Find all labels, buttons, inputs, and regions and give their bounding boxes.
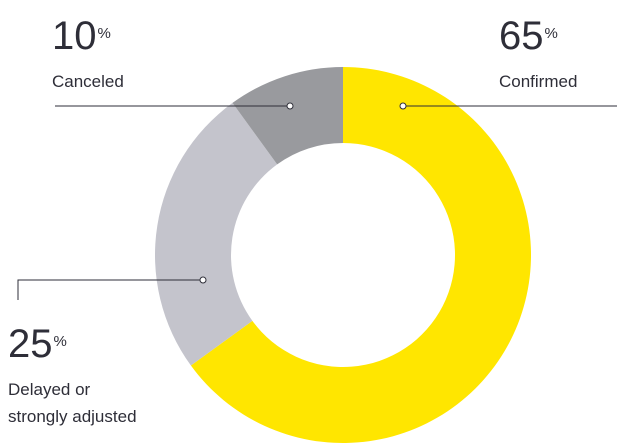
value-number: 10	[52, 14, 97, 58]
value-number: 25	[8, 322, 53, 366]
category-label: Delayed or strongly adjusted	[8, 380, 137, 426]
leader-dot	[399, 102, 407, 110]
donut-segment	[155, 102, 278, 366]
value-unit: %	[53, 333, 67, 350]
value-number: 65	[499, 14, 544, 58]
donut-segment	[232, 67, 343, 165]
donut-segment	[190, 67, 531, 443]
category-label: Canceled	[52, 72, 124, 91]
value-label: 10%	[52, 16, 111, 56]
leader-line	[17, 279, 203, 300]
value-unit: %	[97, 25, 111, 42]
leader-dot	[199, 276, 207, 284]
category-label: Confirmed	[499, 72, 578, 91]
value-unit: %	[544, 25, 558, 42]
leader-dot	[286, 102, 294, 110]
value-label: 25%	[8, 324, 67, 364]
value-label: 65%	[499, 16, 558, 56]
